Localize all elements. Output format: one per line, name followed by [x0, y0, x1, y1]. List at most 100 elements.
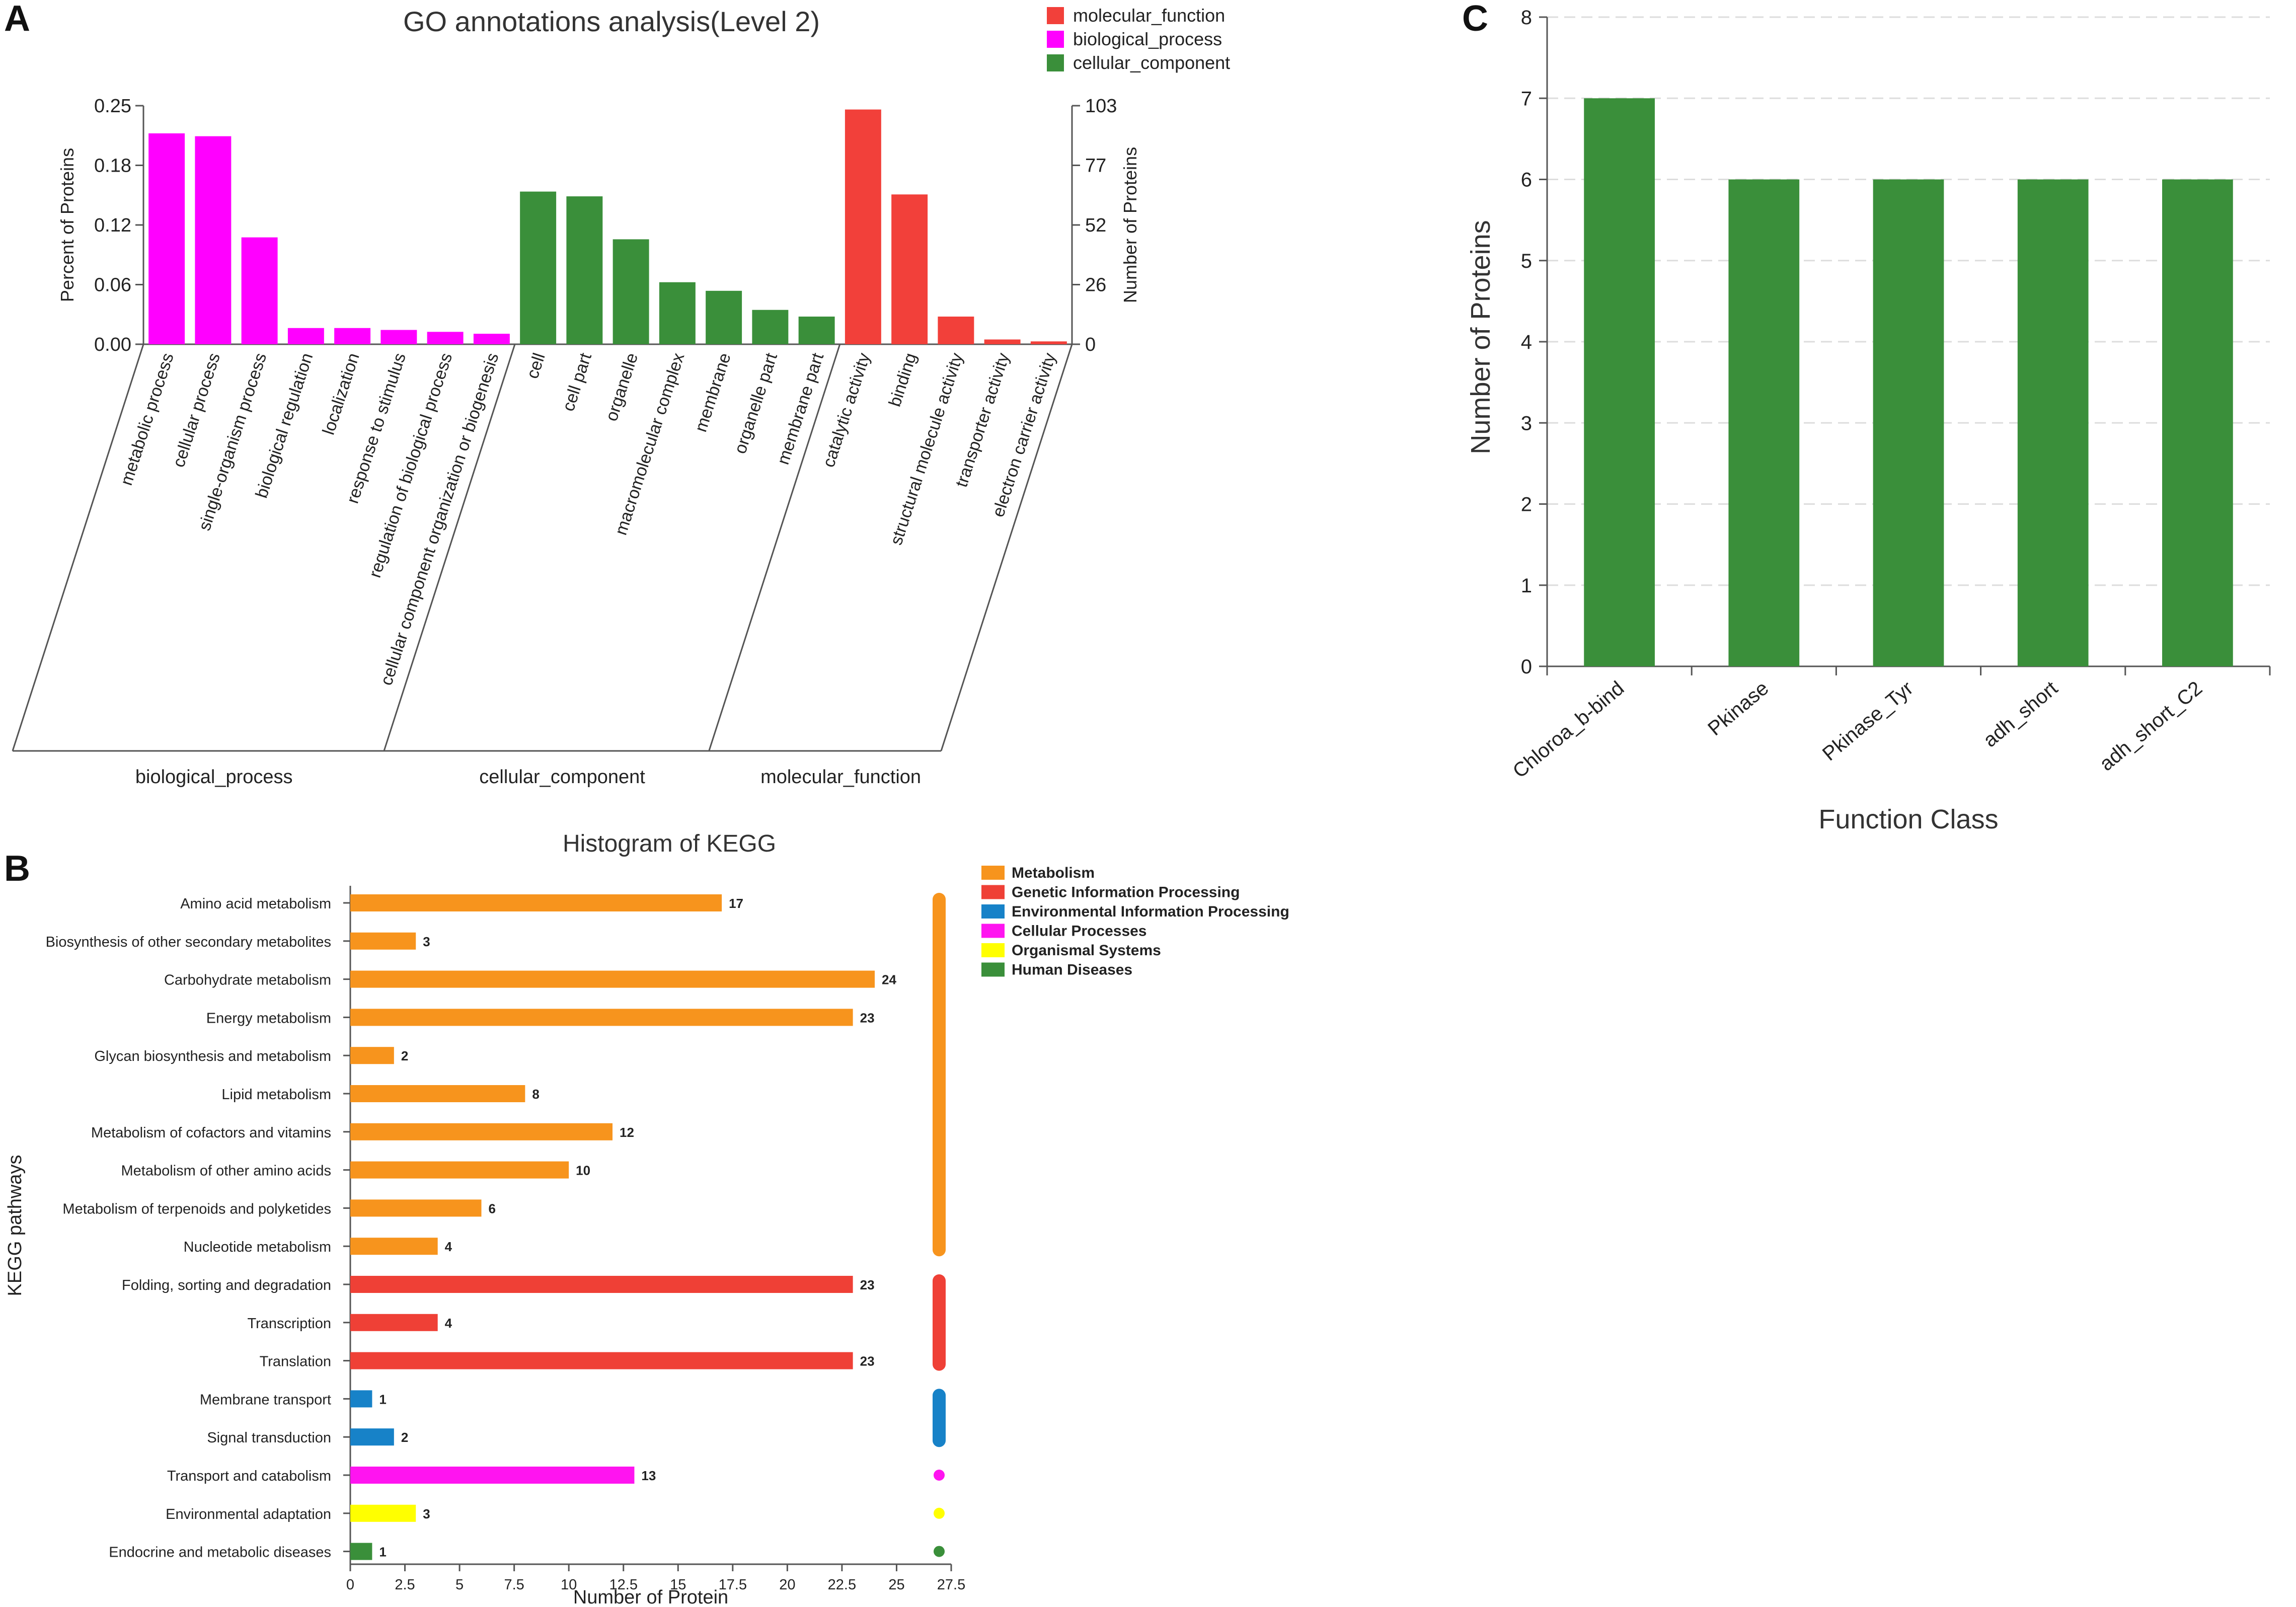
- pathway-label-energy-metabolism: Energy metabolism: [206, 1010, 331, 1026]
- legend-label-genetic-information-processing: Genetic Information Processing: [1012, 884, 1240, 901]
- pathway-label-signal-transduction: Signal transduction: [207, 1430, 331, 1446]
- legend-swatch-molecular-function: [1047, 7, 1064, 24]
- value-label-metabolism-of-cofactors-and-vitamins: 12: [620, 1125, 634, 1140]
- group-divider-line: [708, 344, 841, 751]
- chart-c-xlabel: Function Class: [1818, 804, 1998, 834]
- xtick-label-adh-short: adh_short: [1979, 677, 2062, 751]
- pathway-label-lipid-metabolism: Lipid metabolism: [221, 1087, 331, 1103]
- x-tick-label: 15: [670, 1577, 686, 1593]
- value-label-transcription: 4: [445, 1316, 452, 1331]
- bar-structural-molecule-activity: [938, 317, 974, 344]
- bar-single-organism-process: [241, 237, 278, 344]
- group-divider-line: [383, 344, 516, 751]
- value-label-energy-metabolism: 23: [860, 1010, 875, 1025]
- group-divider-line: [940, 344, 1073, 751]
- pathway-label-amino-acid-metabolism: Amino acid metabolism: [180, 896, 331, 912]
- class-indicator-human-diseases: [934, 1546, 945, 1557]
- bar-cellular-component-organization-or-biogenesis: [473, 334, 510, 344]
- bar-cellular-process: [195, 136, 232, 344]
- group-divider-line: [12, 344, 144, 751]
- bar-membrane-part: [798, 317, 835, 344]
- legend-label-cellular-component: cellular_component: [1073, 52, 1230, 73]
- bar-organelle-part: [752, 310, 789, 344]
- panel-label-b: B: [4, 849, 30, 889]
- bar-organelle: [613, 239, 649, 344]
- bar-folding-sorting-and-degradation: [350, 1276, 853, 1293]
- pathway-label-metabolism-of-other-amino-acids: Metabolism of other amino acids: [121, 1163, 331, 1179]
- value-label-biosynthesis-of-other-secondary-metabolites: 3: [423, 934, 430, 949]
- bar-adh-short: [2017, 179, 2089, 666]
- legend-label-organismal-systems: Organismal Systems: [1012, 942, 1161, 959]
- value-label-metabolism-of-terpenoids-and-polyketides: 6: [489, 1201, 496, 1216]
- pathway-label-glycan-biosynthesis-and-metabolism: Glycan biosynthesis and metabolism: [94, 1048, 331, 1064]
- bar-regulation-of-biological-process: [427, 332, 464, 344]
- pathway-label-transcription: Transcription: [247, 1316, 331, 1332]
- go-annotations-chart: GO annotations analysis(Level 2) molecula…: [12, 5, 1230, 788]
- bar-transporter-activity: [984, 339, 1021, 344]
- y-tick-label: 5: [1521, 250, 1532, 272]
- legend-swatch-metabolism: [981, 866, 1005, 880]
- xtick-label-pkinase-tyr: Pkinase_Tyr: [1818, 677, 1918, 765]
- right-tick-label: 52: [1085, 215, 1106, 236]
- bar-macromolecular-complex: [659, 282, 696, 344]
- value-label-lipid-metabolism: 8: [532, 1087, 539, 1102]
- y-tick-label: 2: [1521, 494, 1532, 516]
- bar-translation: [350, 1352, 853, 1369]
- pathway-label-folding-sorting-and-degradation: Folding, sorting and degradation: [122, 1277, 331, 1293]
- chart-a-title: GO annotations analysis(Level 2): [403, 6, 820, 37]
- pathway-label-membrane-transport: Membrane transport: [200, 1392, 331, 1408]
- function-class-chart: 0 1 2 3 4 5 6 7 8 Chloroa_b-bind Pkinase Pkinase_Ty…: [1466, 7, 2271, 834]
- bar-membrane: [706, 290, 742, 344]
- y-tick-label: 0: [1521, 656, 1532, 678]
- value-label-transport-and-catabolism: 13: [641, 1468, 656, 1483]
- bar-cell-part: [566, 196, 603, 344]
- bar-nucleotide-metabolism: [350, 1238, 438, 1255]
- y-tick-label: 7: [1521, 88, 1532, 110]
- value-label-folding-sorting-and-degradation: 23: [860, 1277, 875, 1292]
- left-tick-label: 0.06: [94, 275, 131, 296]
- x-tick-label: 2.5: [395, 1577, 415, 1593]
- class-indicator-metabolism: [933, 893, 946, 1257]
- legend-label-molecular-function: molecular_function: [1073, 5, 1225, 26]
- value-label-environmental-adaptation: 3: [423, 1506, 430, 1521]
- chart-c-ylabel: Number of Proteins: [1466, 220, 1496, 454]
- value-label-signal-transduction: 2: [401, 1430, 408, 1445]
- y-tick-label: 6: [1521, 169, 1532, 191]
- xtick-label-pkinase: Pkinase: [1704, 677, 1773, 740]
- bar-endocrine-and-metabolic-diseases: [350, 1543, 372, 1560]
- group-label-cellular-component: cellular_component: [479, 767, 645, 788]
- value-label-amino-acid-metabolism: 17: [729, 896, 743, 911]
- chart-a-ylabel-right: Number of Proteins: [1120, 147, 1140, 303]
- pathway-label-translation: Translation: [260, 1354, 331, 1370]
- pathway-label-metabolism-of-terpenoids-and-polyketides: Metabolism of terpenoids and polyketides: [62, 1201, 331, 1217]
- bar-metabolism-of-terpenoids-and-polyketides: [350, 1199, 482, 1217]
- x-tick-label: 20: [779, 1577, 795, 1593]
- legend-swatch-human-diseases: [981, 962, 1005, 977]
- legend-label-environmental-information-processing: Environmental Information Processing: [1012, 903, 1289, 920]
- x-tick-label: 12.5: [609, 1577, 638, 1593]
- legend-swatch-biological-process: [1047, 31, 1064, 48]
- left-tick-label: 0.25: [94, 96, 131, 117]
- x-tick-label: 10: [561, 1577, 577, 1593]
- x-tick-label: 22.5: [828, 1577, 856, 1593]
- bar-pkinase: [1728, 179, 1800, 666]
- bar-amino-acid-metabolism: [350, 894, 722, 911]
- legend-swatch-organismal-systems: [981, 943, 1005, 957]
- y-tick-label: 1: [1521, 575, 1532, 597]
- bar-response-to-stimulus: [380, 330, 417, 344]
- bar-glycan-biosynthesis-and-metabolism: [350, 1047, 394, 1064]
- legend-swatch-cellular-processes: [981, 924, 1005, 938]
- x-tick-label: 5: [455, 1577, 464, 1593]
- bar-electron-carrier-activity: [1030, 341, 1067, 344]
- panel-label-a: A: [4, 0, 30, 39]
- bar-metabolism-of-other-amino-acids: [350, 1161, 569, 1179]
- left-tick-label: 0.00: [94, 334, 131, 355]
- x-tick-label: 25: [888, 1577, 904, 1593]
- y-tick-label: 8: [1521, 7, 1532, 29]
- class-indicator-organismal-systems: [934, 1507, 945, 1519]
- bar-chloroa-b-bind: [1584, 98, 1655, 666]
- bar-membrane-transport: [350, 1390, 372, 1408]
- bar-lipid-metabolism: [350, 1085, 525, 1102]
- bar-environmental-adaptation: [350, 1504, 416, 1522]
